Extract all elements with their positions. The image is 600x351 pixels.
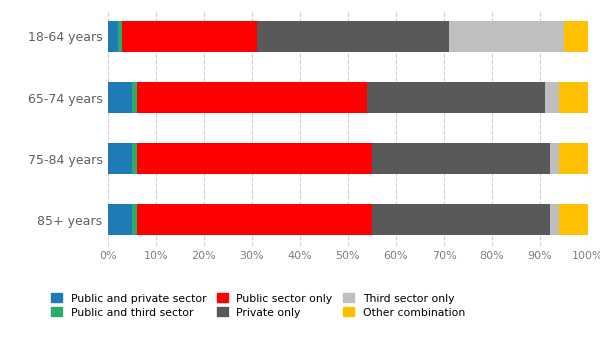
Bar	[132, 205, 137, 235]
Bar	[550, 205, 559, 235]
Bar	[108, 21, 118, 52]
Bar	[372, 205, 550, 235]
Bar	[132, 82, 137, 113]
Bar	[550, 144, 559, 174]
Bar	[118, 21, 122, 52]
Bar	[132, 144, 137, 174]
Bar	[559, 144, 588, 174]
Bar	[367, 82, 545, 113]
Legend: Public and private sector, Public and third sector, Public sector only, Private : Public and private sector, Public and th…	[51, 293, 465, 318]
Bar	[108, 144, 132, 174]
Bar	[545, 82, 559, 113]
Bar	[449, 21, 564, 52]
Bar	[108, 205, 132, 235]
Bar	[108, 82, 132, 113]
Bar	[564, 21, 588, 52]
Bar	[372, 144, 550, 174]
Bar	[559, 82, 588, 113]
Bar	[257, 21, 449, 52]
Bar	[137, 82, 367, 113]
Bar	[137, 144, 372, 174]
Bar	[137, 205, 372, 235]
Bar	[559, 205, 588, 235]
Bar	[122, 21, 257, 52]
